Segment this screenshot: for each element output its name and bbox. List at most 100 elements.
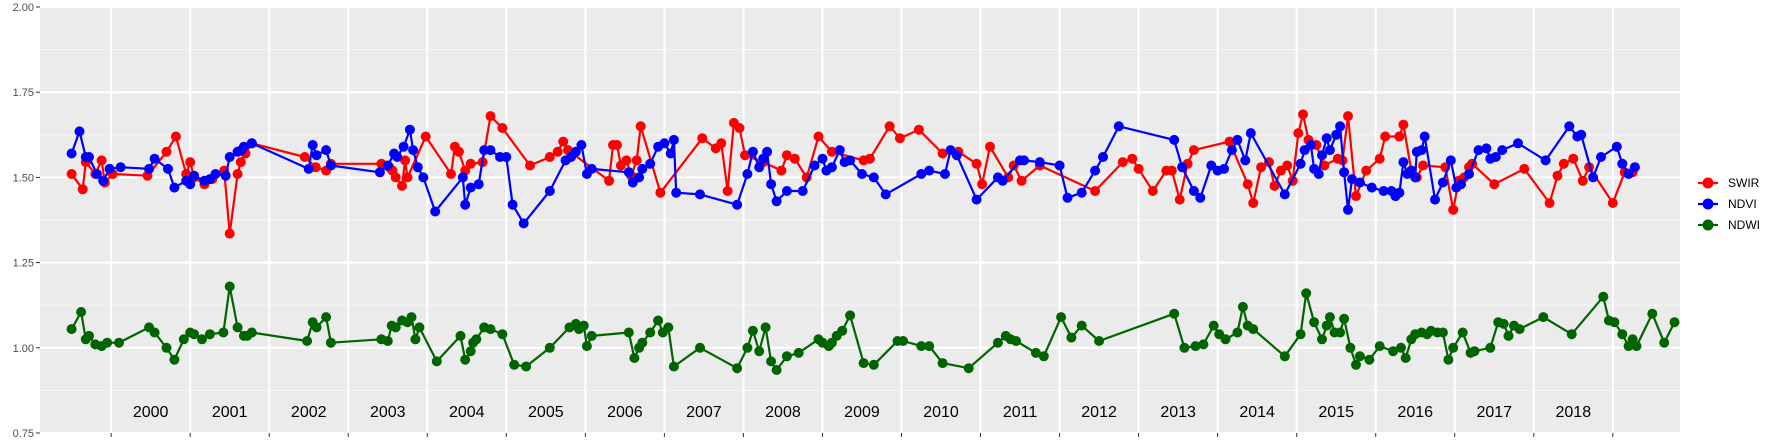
ndwi-point bbox=[793, 347, 804, 358]
ndvi-point bbox=[457, 172, 468, 183]
ndvi-point bbox=[220, 170, 231, 181]
ndvi-point bbox=[1430, 194, 1440, 205]
ndwi-point bbox=[149, 327, 160, 338]
ndvi-point bbox=[916, 169, 927, 179]
year-label: 2010 bbox=[923, 404, 959, 421]
ndvi-point bbox=[1416, 145, 1427, 156]
legend-label-swir: SWIR bbox=[1728, 176, 1760, 190]
swir-point bbox=[235, 157, 246, 168]
swir-point bbox=[185, 157, 196, 168]
ndwi-point bbox=[747, 325, 758, 336]
swir-point bbox=[631, 155, 642, 166]
ndwi-point bbox=[1169, 308, 1180, 319]
x-axis-ticks bbox=[110, 433, 1614, 437]
ndvi-point bbox=[1623, 169, 1634, 179]
year-label: 2013 bbox=[1160, 404, 1196, 421]
ndwi-point bbox=[1208, 320, 1219, 331]
ndvi-point bbox=[845, 155, 856, 166]
year-label: 2007 bbox=[686, 404, 722, 421]
ndwi-point bbox=[1056, 312, 1067, 323]
ndvi-point bbox=[149, 153, 160, 164]
ndwi-point bbox=[1503, 330, 1514, 341]
legend-key-point-ndwi bbox=[1702, 219, 1714, 231]
ndwi-point bbox=[465, 346, 476, 357]
swir-point bbox=[734, 123, 745, 133]
swir-point bbox=[1016, 175, 1027, 186]
ndvi-point bbox=[98, 175, 109, 186]
ndvi-point bbox=[1419, 131, 1430, 142]
ndwi-point bbox=[1301, 288, 1312, 299]
ndvi-point bbox=[997, 175, 1008, 186]
ndvi-point bbox=[418, 172, 429, 183]
ndwi-point bbox=[924, 341, 935, 352]
ndwi-point bbox=[1566, 329, 1577, 340]
year-label: 2006 bbox=[607, 404, 643, 421]
ndwi-point bbox=[916, 341, 927, 352]
ndvi-point bbox=[1464, 169, 1474, 179]
ndwi-point bbox=[637, 337, 648, 348]
ndvi-point bbox=[570, 146, 581, 157]
swir-point bbox=[1269, 180, 1280, 191]
swir-point bbox=[1282, 160, 1293, 171]
ndvi-point bbox=[880, 189, 891, 200]
ndwi-point bbox=[406, 312, 417, 323]
ndwi-point bbox=[1598, 291, 1609, 302]
ndvi-point bbox=[460, 199, 471, 210]
swir-point bbox=[397, 180, 407, 191]
ndwi-point bbox=[1309, 317, 1320, 328]
ndwi-point bbox=[1354, 351, 1365, 362]
ndwi-point bbox=[204, 329, 215, 340]
year-label: 2002 bbox=[291, 404, 327, 421]
ndvi-point bbox=[66, 148, 77, 159]
ndwi-point bbox=[544, 342, 555, 353]
ndvi-point bbox=[924, 165, 935, 176]
ndwi-point bbox=[732, 363, 743, 374]
swir-point bbox=[232, 169, 243, 179]
ndwi-point bbox=[1669, 317, 1680, 328]
ndvi-point bbox=[665, 148, 676, 159]
ndvi-point bbox=[1226, 145, 1237, 156]
year-label: 2015 bbox=[1318, 404, 1354, 421]
year-label: 2000 bbox=[133, 404, 169, 421]
swir-point bbox=[1361, 165, 1372, 176]
ndwi-point bbox=[1388, 346, 1399, 357]
legend-label-ndvi: NDVI bbox=[1728, 197, 1757, 211]
ndwi-point bbox=[937, 358, 948, 369]
swir-point bbox=[497, 123, 508, 133]
ndvi-point bbox=[1497, 145, 1508, 156]
ndvi-point bbox=[1305, 140, 1316, 150]
ndwi-point bbox=[663, 322, 674, 333]
ndwi-point bbox=[1485, 342, 1496, 353]
ndwi-point bbox=[1220, 334, 1231, 345]
ndvi-point bbox=[404, 124, 415, 135]
ndvi-point bbox=[412, 162, 423, 173]
ndvi-point bbox=[1540, 155, 1551, 166]
swir-point bbox=[740, 150, 750, 161]
ndvi-point bbox=[465, 182, 476, 193]
swir-point bbox=[1133, 163, 1144, 174]
ndvi-point bbox=[940, 169, 950, 179]
ndvi-point bbox=[645, 158, 656, 169]
ndvi-point bbox=[766, 179, 777, 190]
swir-point bbox=[1343, 111, 1353, 122]
ndwi-point bbox=[1538, 312, 1549, 323]
ndwi-point bbox=[1631, 341, 1642, 352]
ndvi-point bbox=[408, 145, 419, 156]
ndwi-point bbox=[1345, 342, 1356, 353]
ndwi-point bbox=[1351, 359, 1361, 370]
ndvi-point bbox=[951, 150, 962, 161]
ndvi-point bbox=[321, 145, 332, 156]
ndvi-point bbox=[1195, 192, 1206, 203]
ndwi-point bbox=[1448, 342, 1459, 353]
y-tick-label: 1.00 bbox=[13, 343, 34, 355]
ndwi-point bbox=[311, 322, 322, 333]
swir-point bbox=[697, 133, 708, 144]
ndwi-point bbox=[1400, 353, 1411, 363]
ndwi-point bbox=[66, 324, 77, 335]
legend-key-point-ndvi bbox=[1702, 198, 1714, 210]
y-tick-label: 2.00 bbox=[13, 2, 34, 14]
ndvi-point bbox=[224, 152, 235, 162]
ndvi-point bbox=[382, 160, 393, 171]
ndvi-point bbox=[1378, 186, 1389, 196]
ndvi-point bbox=[1473, 145, 1484, 156]
